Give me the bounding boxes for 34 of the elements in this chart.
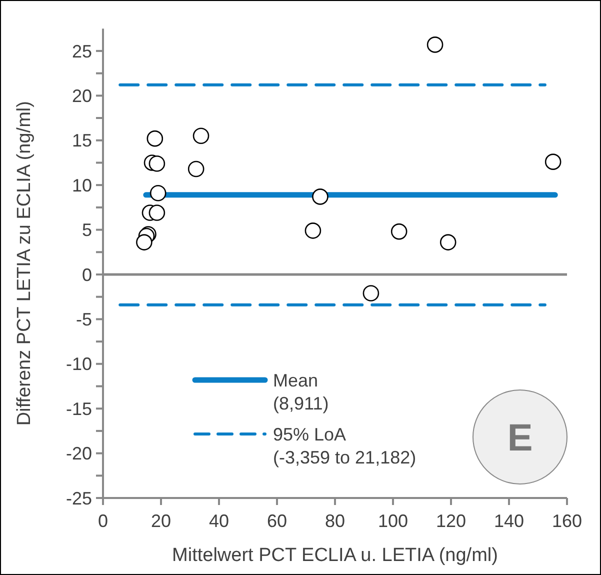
y-tick-label: -10 [66,354,92,374]
x-tick-label: 80 [324,511,346,531]
x-tick-label: 160 [552,511,582,531]
point [544,154,562,170]
annotation: E [507,418,533,460]
point [136,234,152,250]
y-tick-label: -20 [66,444,92,464]
point [390,223,408,240]
x-axis-title: Mittelwert PCT ECLIA u. LETIA (ng/ml) [172,545,498,566]
x-tick-label: 40 [208,511,230,531]
y-tick-label: 5 [82,220,92,240]
y-tick-label: -25 [66,488,92,508]
x-tick-label: 100 [378,511,408,531]
legend-label: Mean (8,911) [273,370,329,414]
x-tick-label: 60 [266,511,288,531]
x-tick-label: 140 [494,511,524,531]
x-tick-label: 120 [436,511,466,531]
legend-label: 95% LoA (-3,359 to 21,182) [273,424,416,468]
point [146,130,164,147]
point [150,184,166,202]
point [148,204,166,221]
y-tick-label: -5 [76,309,92,330]
y-tick-label: -15 [66,398,92,419]
x-tick-label: 20 [150,511,172,531]
y-tick-label: 20 [72,86,92,106]
point [426,36,444,53]
y-tick-label: 25 [72,41,92,62]
y-tick-label: 15 [72,130,92,151]
y-tick-label: 10 [72,175,92,196]
y-axis-title: Differenz PCT LETIA zu ECLIA (ng/ml) [14,101,35,426]
y-tick-label: 0 [82,264,92,285]
point [312,188,328,205]
point [148,155,166,172]
x-tick-label: 0 [98,511,108,531]
